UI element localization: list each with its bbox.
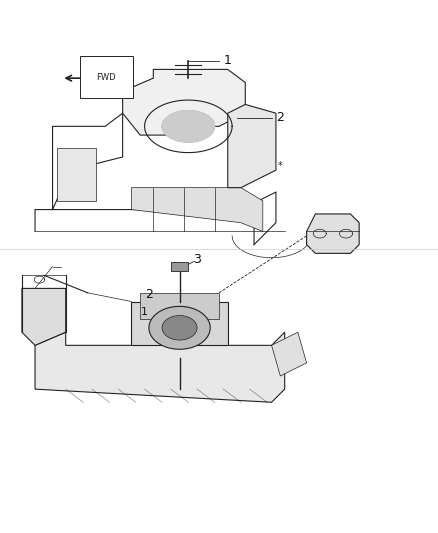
FancyBboxPatch shape bbox=[57, 148, 96, 201]
Text: 2: 2 bbox=[276, 111, 284, 124]
Polygon shape bbox=[22, 288, 66, 345]
Text: 1: 1 bbox=[223, 54, 231, 67]
Polygon shape bbox=[162, 110, 215, 142]
Polygon shape bbox=[149, 306, 210, 349]
Polygon shape bbox=[307, 214, 359, 253]
Polygon shape bbox=[162, 316, 197, 340]
Text: *: * bbox=[278, 161, 283, 171]
Polygon shape bbox=[272, 332, 307, 376]
Text: 3: 3 bbox=[193, 253, 201, 266]
Polygon shape bbox=[140, 293, 219, 319]
Text: 2: 2 bbox=[145, 288, 153, 302]
Polygon shape bbox=[123, 69, 245, 135]
Polygon shape bbox=[131, 302, 228, 345]
Polygon shape bbox=[35, 332, 285, 402]
Polygon shape bbox=[171, 262, 188, 271]
Text: FWD: FWD bbox=[96, 73, 116, 82]
Polygon shape bbox=[131, 188, 263, 231]
Text: 1: 1 bbox=[141, 308, 148, 318]
Polygon shape bbox=[228, 104, 276, 188]
